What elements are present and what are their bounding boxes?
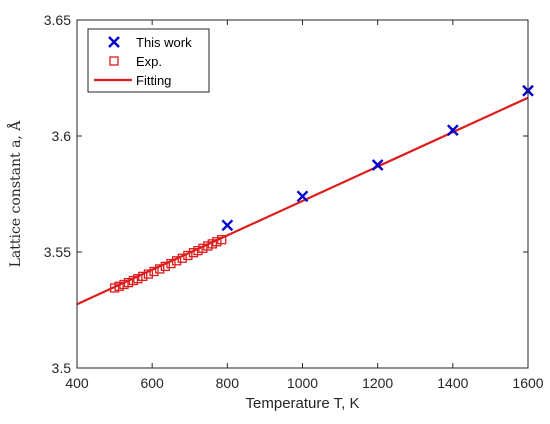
- exp-point: [160, 261, 170, 272]
- this-work-point: [446, 124, 459, 137]
- y-tick-label: 3.65: [44, 12, 71, 28]
- chart-marks: [76, 84, 534, 306]
- y-axis: 3.5 3.55 3.6 3.65: [44, 12, 528, 376]
- legend: This work Exp. Fitting: [87, 28, 210, 93]
- this-work-point-stroke: [221, 219, 234, 232]
- x-tick-label: 400: [65, 375, 89, 391]
- x-axis-title: Temperature T, K: [246, 395, 360, 412]
- x-tick-label: 1000: [287, 375, 318, 391]
- exp-point: [155, 264, 165, 274]
- this-work-point-stroke: [296, 190, 309, 203]
- legend-label-fitting: Fitting: [136, 73, 171, 88]
- y-tick-label: 3.5: [52, 360, 72, 376]
- x-axis: 400 600 800 1000 1200 1400 1600: [65, 20, 544, 391]
- exp-point: [193, 245, 203, 256]
- exp-point: [198, 243, 208, 253]
- y-tick-label: 3.55: [44, 244, 71, 260]
- this-work-point-stroke: [371, 159, 384, 171]
- legend-box: [87, 28, 210, 93]
- exp-point: [183, 250, 193, 261]
- exp-point: [166, 258, 176, 269]
- this-work-point: [371, 159, 384, 171]
- exp-point: [133, 274, 143, 284]
- this-work-point: [296, 190, 309, 203]
- x-tick-label: 800: [216, 375, 240, 391]
- legend-marker-exp: [109, 56, 119, 66]
- legend-marker-this-work: [108, 36, 120, 48]
- exp-point: [217, 235, 227, 245]
- exp-point: [143, 269, 154, 279]
- exp-point: [149, 266, 159, 277]
- exp-point: [138, 271, 148, 282]
- exp-point: [123, 277, 134, 288]
- x-tick-label: 1200: [362, 375, 393, 391]
- exp-point: [114, 281, 124, 291]
- legend-label-exp: Exp.: [136, 54, 162, 69]
- x-tick-label: 1600: [512, 375, 543, 391]
- exp-point: [171, 256, 182, 266]
- this-work-point-stroke: [446, 124, 459, 137]
- x-tick-label: 600: [140, 375, 164, 391]
- y-axis-title: Lattice constant a, Å: [6, 120, 24, 268]
- x-tick-label: 1400: [437, 375, 468, 391]
- y-tick-label: 3.6: [52, 128, 72, 144]
- exp-point: [212, 237, 222, 247]
- this-work-point: [221, 219, 234, 232]
- legend-label-this-work: This work: [136, 35, 192, 50]
- exp-point: [177, 253, 187, 263]
